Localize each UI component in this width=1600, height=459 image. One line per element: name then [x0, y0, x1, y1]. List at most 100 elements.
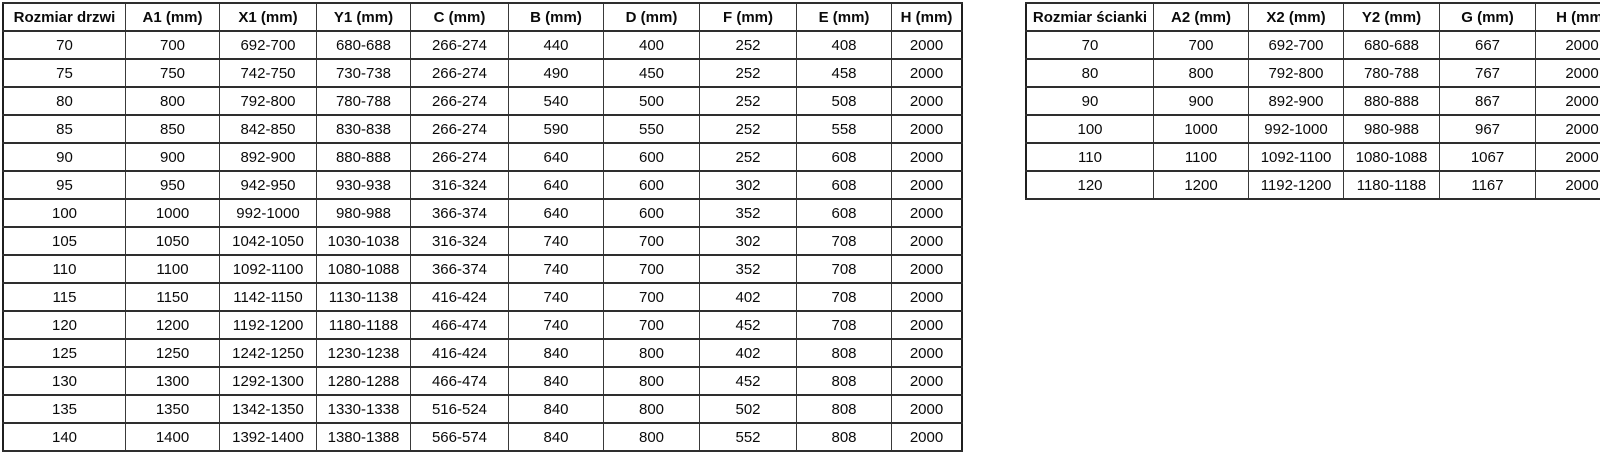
- table-cell: 830-838: [316, 114, 411, 144]
- table-cell: 808: [796, 338, 892, 368]
- table-cell: 1380-1388: [316, 422, 411, 452]
- table-cell: 950: [125, 170, 220, 200]
- table-row: 90 900 892-900 880-888 867 2000: [1025, 86, 1600, 116]
- table-cell: 1192-1200: [1248, 170, 1344, 200]
- table-cell: 450: [603, 58, 700, 88]
- table-cell: 1250: [125, 338, 220, 368]
- table-cell: 70: [2, 30, 126, 60]
- table-row: 70 700 692-700 680-688 266-274 440 400 252 408 20…: [2, 30, 963, 60]
- table-cell: 266-274: [410, 142, 509, 172]
- table-cell: 1080-1088: [1343, 142, 1440, 172]
- table-cell: 840: [508, 366, 604, 396]
- table-cell: 692-700: [219, 30, 317, 60]
- table-cell: 1142-1150: [219, 282, 317, 312]
- table-cell: 2000: [891, 254, 963, 284]
- table-row: 90 900 892-900 880-888 266-274 640 600 252 608 20…: [2, 142, 963, 172]
- table-cell: 1167: [1439, 170, 1536, 200]
- table-cell: 2000: [891, 86, 963, 116]
- table-cell: 1030-1038: [316, 226, 411, 256]
- table-cell: 742-750: [219, 58, 317, 88]
- table-cell: 900: [125, 142, 220, 172]
- table-cell: 558: [796, 114, 892, 144]
- table-cell: 1042-1050: [219, 226, 317, 256]
- table-cell: 1080-1088: [316, 254, 411, 284]
- column-header: A1 (mm): [125, 2, 220, 32]
- table-cell: 800: [603, 422, 700, 452]
- table-cell: 880-888: [316, 142, 411, 172]
- header-row: Rozmiar drzwi A1 (mm) X1 (mm) Y1 (mm) C (mm)…: [2, 2, 963, 32]
- column-header: B (mm): [508, 2, 604, 32]
- table-cell: 692-700: [1248, 30, 1344, 60]
- table-cell: 85: [2, 114, 126, 144]
- table-cell: 590: [508, 114, 604, 144]
- table-cell: 942-950: [219, 170, 317, 200]
- table-cell: 402: [699, 282, 797, 312]
- table-cell: 2000: [891, 394, 963, 424]
- table-cell: 1092-1100: [219, 254, 317, 284]
- table-row: 70 700 692-700 680-688 667 2000: [1025, 30, 1600, 60]
- table-cell: 466-474: [410, 310, 509, 340]
- column-header: F (mm): [699, 2, 797, 32]
- table-cell: 80: [2, 86, 126, 116]
- table-cell: 1292-1300: [219, 366, 317, 396]
- table-cell: 800: [603, 394, 700, 424]
- table-cell: 252: [699, 142, 797, 172]
- table-cell: 980-988: [1343, 114, 1440, 144]
- column-header: Rozmiar ścianki: [1025, 2, 1154, 32]
- door-sizes-table: Rozmiar drzwi A1 (mm) X1 (mm) Y1 (mm) C (mm)…: [2, 2, 963, 452]
- table-row: 80 800 792-800 780-788 266-274 540 500 252 508 20…: [2, 86, 963, 116]
- table-cell: 700: [1153, 30, 1249, 60]
- table-cell: 708: [796, 226, 892, 256]
- table-cell: 2000: [1535, 86, 1600, 116]
- table-cell: 680-688: [1343, 30, 1440, 60]
- table-cell: 95: [2, 170, 126, 200]
- table-cell: 608: [796, 170, 892, 200]
- table-cell: 740: [508, 282, 604, 312]
- table-cell: 2000: [1535, 170, 1600, 200]
- table-cell: 90: [2, 142, 126, 172]
- table-cell: 252: [699, 114, 797, 144]
- table-cell: 452: [699, 366, 797, 396]
- table-row: 100 1000 992-1000 980-988 967 2000: [1025, 114, 1600, 144]
- table-cell: 1067: [1439, 142, 1536, 172]
- table-cell: 566-574: [410, 422, 509, 452]
- table-cell: 892-900: [1248, 86, 1344, 116]
- table-row: 120 1200 1192-1200 1180-1188 466-474 740 700 45…: [2, 310, 963, 340]
- table-cell: 1092-1100: [1248, 142, 1344, 172]
- column-header: H (mm): [1535, 2, 1600, 32]
- column-header: E (mm): [796, 2, 892, 32]
- table-cell: 466-474: [410, 366, 509, 396]
- table-cell: 408: [796, 30, 892, 60]
- column-header: Rozmiar drzwi: [2, 2, 126, 32]
- table-cell: 1150: [125, 282, 220, 312]
- table-cell: 808: [796, 394, 892, 424]
- table-row: 130 1300 1292-1300 1280-1288 466-474 840 800 45…: [2, 366, 963, 396]
- table-cell: 266-274: [410, 30, 509, 60]
- table-cell: 2000: [1535, 30, 1600, 60]
- table-cell: 416-424: [410, 338, 509, 368]
- table-cell: 490: [508, 58, 604, 88]
- table-cell: 352: [699, 198, 797, 228]
- table-cell: 550: [603, 114, 700, 144]
- table-cell: 120: [2, 310, 126, 340]
- table-cell: 780-788: [316, 86, 411, 116]
- table-cell: 1242-1250: [219, 338, 317, 368]
- table-cell: 840: [508, 394, 604, 424]
- table-row: 115 1150 1142-1150 1130-1138 416-424 740 700 40…: [2, 282, 963, 312]
- table-cell: 967: [1439, 114, 1536, 144]
- table-cell: 808: [796, 422, 892, 452]
- table-cell: 110: [1025, 142, 1154, 172]
- table-cell: 880-888: [1343, 86, 1440, 116]
- table-cell: 800: [603, 366, 700, 396]
- table-cell: 800: [1153, 58, 1249, 88]
- table-cell: 930-938: [316, 170, 411, 200]
- table-cell: 680-688: [316, 30, 411, 60]
- column-header: H (mm): [891, 2, 963, 32]
- table-cell: 800: [125, 86, 220, 116]
- table-cell: 540: [508, 86, 604, 116]
- table-cell: 316-324: [410, 170, 509, 200]
- table-cell: 1000: [1153, 114, 1249, 144]
- table-cell: 608: [796, 198, 892, 228]
- table-row: 135 1350 1342-1350 1330-1338 516-524 840 800 50…: [2, 394, 963, 424]
